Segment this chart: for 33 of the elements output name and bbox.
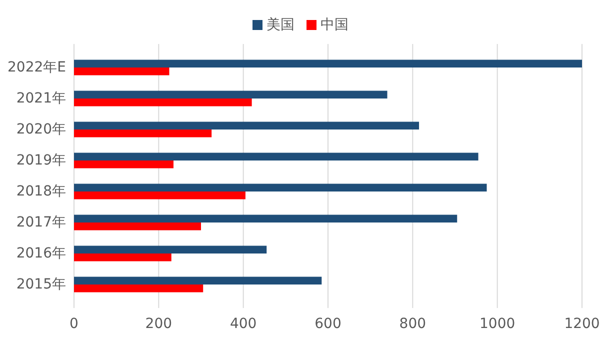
y-tick-label: 2015年 [16, 276, 66, 292]
y-tick-label: 2021年 [16, 90, 66, 106]
y-tick-label: 2016年 [16, 246, 66, 262]
x-tick-label: 600 [314, 316, 342, 332]
bar [74, 184, 487, 192]
y-tick-label: 2017年 [16, 214, 66, 230]
x-tick-label: 400 [230, 316, 257, 332]
x-tick-label: 0 [70, 316, 78, 332]
y-tick-label: 2018年 [16, 184, 66, 200]
y-tick-label: 2020年 [16, 122, 66, 138]
bar [74, 152, 478, 160]
legend-label: 中国 [320, 17, 348, 33]
bar [74, 222, 201, 230]
x-tick-label: 1200 [564, 316, 600, 332]
bar [74, 254, 172, 262]
legend-label: 美国 [266, 17, 294, 33]
x-tick-label: 1000 [480, 316, 516, 332]
bar [74, 60, 582, 68]
bar [74, 276, 322, 284]
bar [74, 98, 252, 106]
y-tick-label: 2019年 [16, 152, 66, 168]
bar [74, 246, 267, 254]
bar [74, 122, 420, 130]
bar [74, 130, 212, 138]
bar [74, 90, 388, 98]
bar [74, 214, 458, 222]
x-tick-label: 200 [145, 316, 172, 332]
x-tick-label: 800 [399, 316, 426, 332]
y-tick-label: 2022年E [8, 60, 66, 76]
bar [74, 68, 170, 76]
bar [74, 160, 174, 168]
bar [74, 192, 246, 200]
bar [74, 284, 204, 292]
